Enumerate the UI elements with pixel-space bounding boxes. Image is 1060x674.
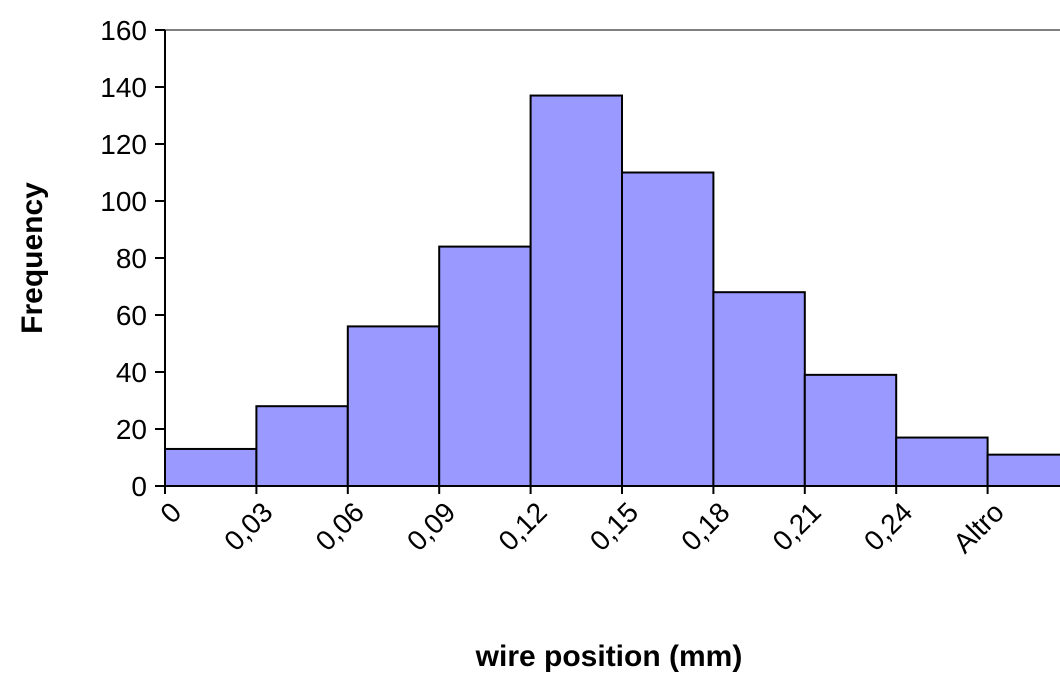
x-tick-label: 0,12 [492, 496, 552, 556]
bar-0,24 [895, 436, 989, 487]
bar-0,09 [438, 245, 532, 487]
y-tick-label: 60 [116, 300, 147, 331]
bar-0,03 [255, 405, 349, 488]
y-tick-label: 80 [116, 243, 147, 274]
bar-0,18 [712, 291, 806, 488]
x-tick-label: 0,03 [218, 496, 278, 556]
bar-0,06 [346, 325, 441, 487]
bar-0,15 [621, 171, 715, 487]
y-tick-label: 100 [100, 186, 147, 217]
y-tick-label: 0 [131, 471, 147, 502]
x-tick-label: 0,24 [858, 496, 918, 556]
y-tick-label: 140 [100, 72, 147, 103]
bar-0,21 [803, 373, 898, 488]
y-tick-label: 160 [100, 15, 147, 46]
x-tick-label: 0,15 [584, 496, 644, 556]
bar-Altro [986, 453, 1060, 487]
y-tick-label: 40 [116, 357, 147, 388]
x-tick-label: 0,18 [675, 496, 735, 556]
x-tick-label: 0 [154, 496, 187, 529]
x-tick-label: Altro [947, 496, 1010, 559]
bar-0,12 [529, 94, 623, 488]
y-tick-label: 120 [100, 129, 147, 160]
x-axis-title: wire position (mm) [475, 640, 743, 673]
y-axis: 0 20 40 60 80 100 120 140 160 [100, 15, 166, 502]
y-axis-title: Frequency [16, 182, 49, 334]
x-tick-label: 0,06 [310, 496, 370, 556]
x-tick-label: 0,09 [401, 496, 461, 556]
bars-group [164, 94, 1060, 488]
bar-0 [164, 447, 258, 488]
x-tick-label: 0,21 [767, 496, 827, 556]
x-axis: 0 0,03 0,06 0,09 0,12 0,15 0,18 0,21 0,24 Altro [154, 485, 1060, 559]
y-tick-label: 20 [116, 414, 147, 445]
